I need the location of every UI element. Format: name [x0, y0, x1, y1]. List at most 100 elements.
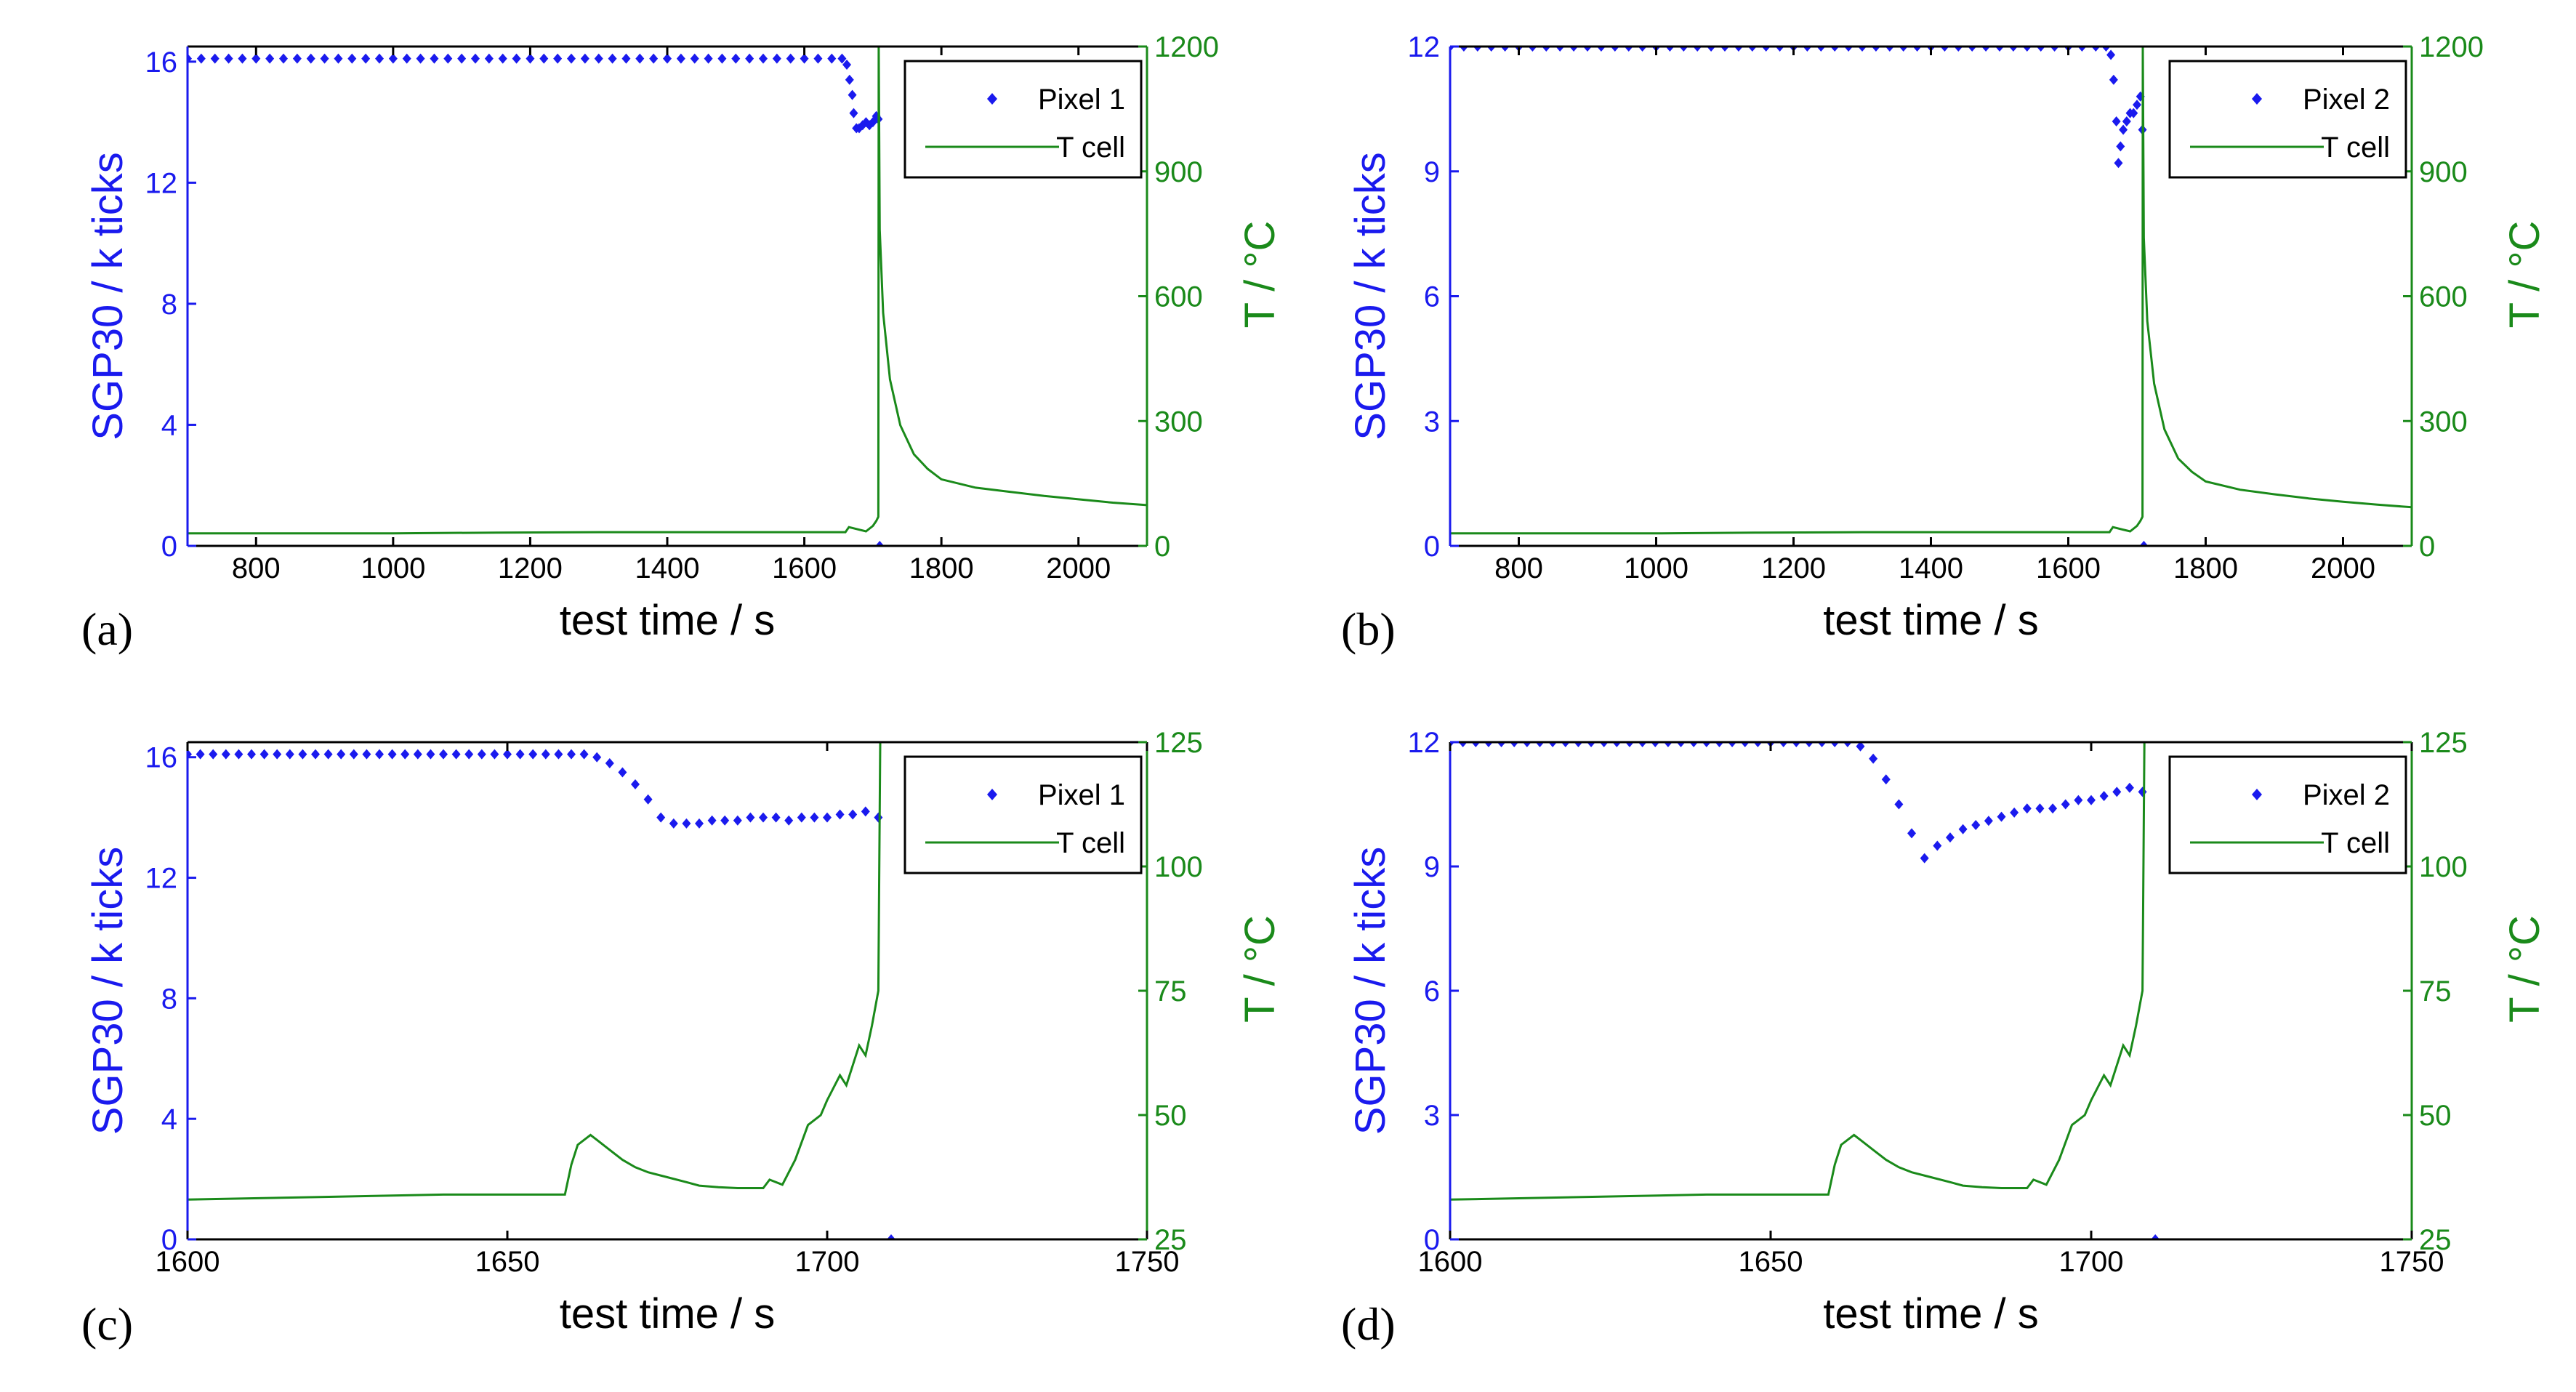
data-point [759, 812, 768, 823]
legend-label-pixel: Pixel 2 [2303, 779, 2390, 811]
data-point [733, 815, 742, 826]
data-point [416, 53, 425, 64]
x-tick-label: 1000 [1624, 552, 1689, 584]
data-point [1958, 824, 1968, 834]
data-point [334, 53, 343, 64]
data-point [196, 749, 205, 760]
data-point [842, 59, 852, 70]
y-left-tick-label: 9 [1424, 156, 1440, 188]
data-point [347, 53, 357, 64]
series-line-t-cell [188, 742, 882, 1201]
data-point [1803, 47, 1812, 52]
data-point [1981, 47, 1991, 52]
data-point [320, 53, 329, 64]
data-point [1945, 832, 1955, 843]
data-point [1753, 742, 1763, 747]
data-point [1715, 742, 1724, 747]
y-right-axis-label: T / °C [1236, 915, 1284, 1023]
data-point [413, 749, 422, 760]
data-point [2048, 803, 2058, 814]
data-point [273, 749, 282, 760]
data-point [1830, 742, 1840, 747]
data-point [279, 53, 288, 64]
y-left-tick-label: 3 [1424, 1100, 1440, 1132]
data-point [1954, 47, 1963, 52]
data-point [464, 749, 474, 760]
data-point [298, 749, 307, 760]
x-tick-label: 1600 [1418, 1246, 1483, 1278]
data-point [1734, 47, 1743, 52]
data-point [375, 749, 384, 760]
legend: Pixel 2 T cell [2168, 755, 2407, 874]
data-point [800, 53, 809, 64]
chart-panel-b: 800 1000 1200 1400 1600 1800 2000 0 3 6 9 12 0 300 600… [1341, 31, 2548, 655]
data-point [1484, 742, 1493, 747]
data-point [2151, 1234, 2160, 1239]
y-right-tick-label: 75 [2419, 975, 2452, 1007]
data-point [676, 53, 685, 64]
data-point [238, 53, 247, 64]
data-layer [188, 47, 1147, 546]
data-point [259, 749, 269, 760]
data-point [1940, 47, 1949, 52]
data-point [1486, 47, 1496, 52]
data-point [247, 749, 256, 760]
data-point [1569, 47, 1579, 52]
data-point [402, 53, 411, 64]
data-point [797, 812, 806, 823]
data-point [731, 53, 741, 64]
data-point [1830, 47, 1840, 52]
y-right-axis-label: T / °C [1236, 221, 1284, 329]
y-left-axis-label: SGP30 / k ticks [84, 847, 132, 1135]
y-right-tick-label: 125 [2419, 727, 2468, 759]
x-axis-label: test time / s [1823, 1290, 2039, 1337]
data-point [717, 53, 727, 64]
y-right-tick-label: 0 [1154, 531, 1170, 563]
data-point [1844, 47, 1853, 52]
data-point [2035, 803, 2045, 814]
data-point [887, 1234, 895, 1239]
data-point [810, 812, 819, 823]
y-left-tick-label: 12 [145, 167, 178, 199]
y-right-tick-label: 25 [2419, 1224, 2452, 1256]
data-point [827, 53, 837, 64]
data-point [2116, 141, 2125, 152]
y-left-tick-label: 16 [145, 742, 178, 774]
data-point [720, 815, 730, 826]
data-point [1471, 742, 1481, 747]
y-right-tick-label: 50 [1154, 1100, 1187, 1132]
x-tick-label: 1800 [2173, 552, 2238, 584]
y-left-tick-label: 8 [161, 289, 177, 321]
data-point [771, 812, 781, 823]
data-point [813, 53, 823, 64]
data-point [1816, 47, 1826, 52]
data-point [526, 53, 535, 64]
x-tick-label: 2000 [2311, 552, 2375, 584]
data-point [541, 749, 550, 760]
data-point [1676, 742, 1686, 747]
legend-box [903, 755, 1143, 874]
legend-label-t-cell: T cell [1056, 132, 1125, 164]
data-point [539, 53, 549, 64]
data-point [849, 108, 858, 118]
data-point [528, 749, 538, 760]
data-point [2010, 807, 2019, 818]
x-tick-label: 1600 [2036, 552, 2101, 584]
data-point [2125, 782, 2134, 793]
data-point [234, 749, 243, 760]
data-point [579, 749, 589, 760]
data-point [1702, 742, 1711, 747]
x-tick-label: 1200 [1761, 552, 1826, 584]
data-point [649, 53, 659, 64]
data-point [1548, 742, 1558, 747]
data-layer [1450, 47, 2412, 546]
x-axis-label: test time / s [560, 597, 776, 644]
data-point [2139, 541, 2149, 546]
y-right-tick-label: 900 [1154, 156, 1203, 188]
data-point [2087, 794, 2096, 805]
data-point [2008, 47, 2018, 52]
data-point [285, 749, 294, 760]
data-point [209, 749, 218, 760]
data-point [580, 53, 589, 64]
